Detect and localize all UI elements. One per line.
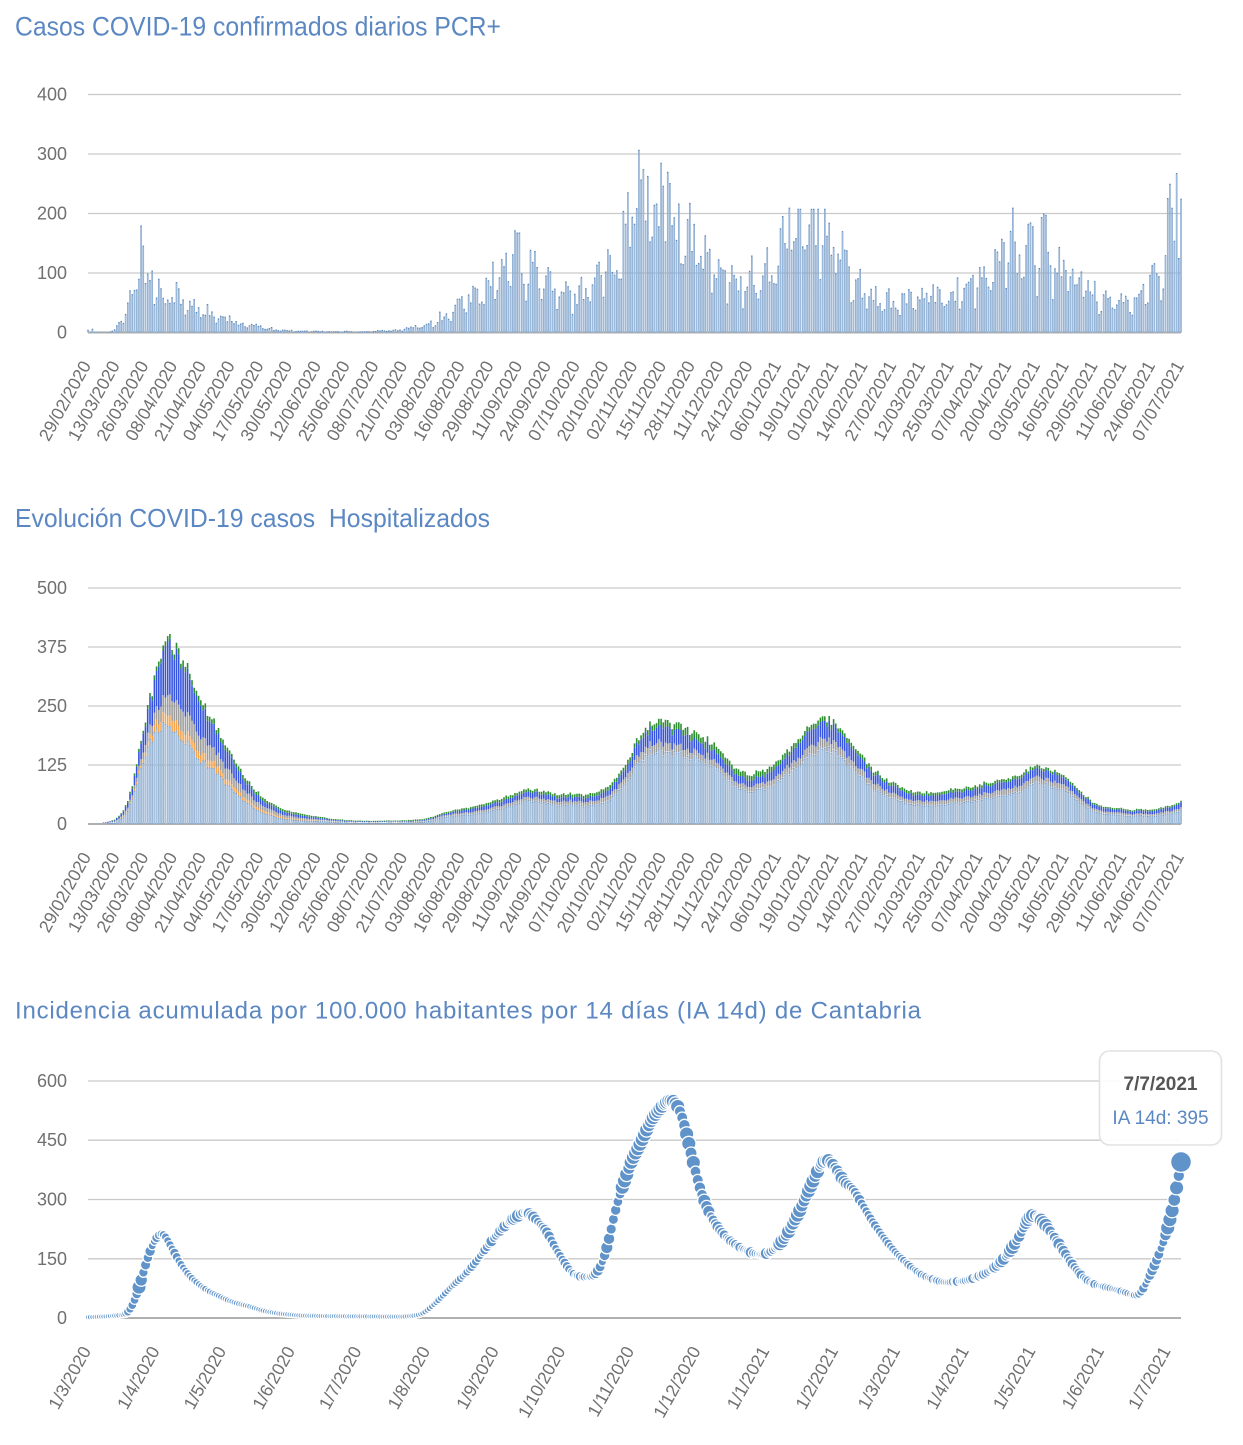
svg-text:300: 300 — [37, 1190, 67, 1210]
svg-text:500: 500 — [37, 578, 67, 598]
svg-text:Casos COVID-19 confirmados dia: Casos COVID-19 confirmados diarios PCR+ — [15, 12, 501, 42]
svg-text:Evolución COVID-19 casos Hosp: Evolución COVID-19 casos Hospitalizados — [15, 503, 490, 533]
svg-text:200: 200 — [37, 204, 67, 224]
svg-text:100: 100 — [37, 263, 67, 283]
svg-text:125: 125 — [37, 755, 67, 775]
svg-text:Incidencia acumulada por 100.0: Incidencia acumulada por 100.000 habitan… — [15, 998, 922, 1025]
svg-text:0: 0 — [57, 323, 67, 343]
svg-text:400: 400 — [37, 85, 67, 105]
svg-text:250: 250 — [37, 696, 67, 716]
svg-text:150: 150 — [37, 1249, 67, 1269]
svg-text:IA 14d: 395: IA 14d: 395 — [1112, 1108, 1208, 1129]
svg-text:0: 0 — [57, 1308, 67, 1328]
svg-text:0: 0 — [57, 814, 67, 834]
svg-text:450: 450 — [37, 1130, 67, 1150]
svg-text:7/7/2021: 7/7/2021 — [1124, 1074, 1198, 1095]
svg-text:300: 300 — [37, 144, 67, 164]
svg-text:375: 375 — [37, 637, 67, 657]
svg-text:600: 600 — [37, 1071, 67, 1091]
